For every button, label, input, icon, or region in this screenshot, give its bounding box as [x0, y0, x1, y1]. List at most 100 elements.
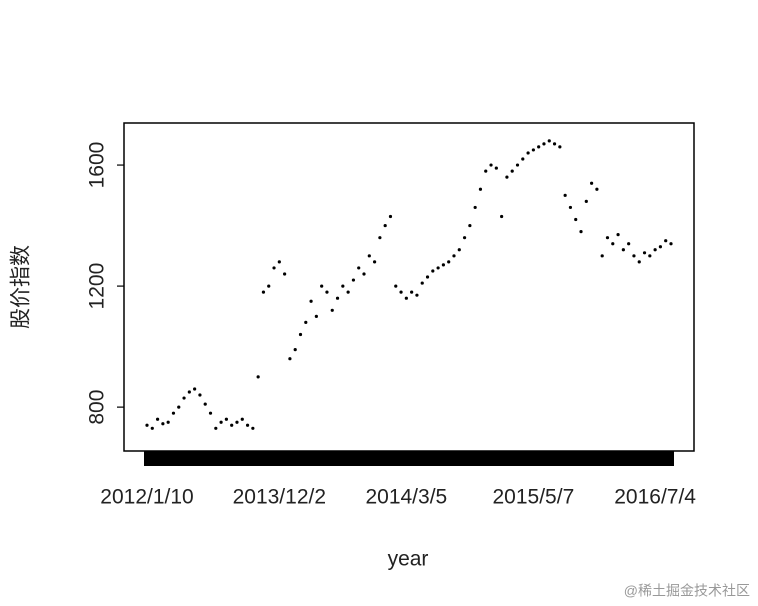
point: [621, 248, 625, 252]
point: [468, 223, 472, 228]
point: [267, 284, 271, 288]
point: [171, 411, 176, 415]
point: [425, 275, 430, 279]
point: [563, 193, 567, 197]
point: [357, 266, 361, 270]
point: [447, 260, 451, 264]
point: [642, 251, 647, 255]
point: [325, 290, 329, 294]
point: [166, 420, 170, 424]
x-tick-label: 2012/1/10: [100, 486, 193, 509]
point: [293, 348, 297, 352]
x-tick-label: 2014/3/5: [365, 486, 447, 509]
point: [531, 148, 535, 152]
point: [595, 187, 599, 191]
point: [436, 266, 440, 270]
point: [558, 145, 562, 149]
y-axis-label: 股价指数: [10, 245, 33, 329]
point: [579, 230, 583, 234]
point: [208, 411, 213, 415]
point: [584, 199, 588, 203]
point: [489, 163, 493, 167]
point: [664, 239, 668, 243]
point: [320, 284, 324, 288]
point: [574, 217, 578, 222]
x-tick-label: 2016/7/4: [614, 486, 696, 509]
point: [653, 248, 657, 252]
point: [494, 166, 498, 170]
point: [150, 426, 154, 430]
y-tick-label: 1600: [86, 142, 109, 189]
point: [314, 314, 318, 318]
watermark: @稀土掘金技术社区: [624, 583, 750, 599]
point: [616, 233, 620, 237]
x-axis-label: year: [388, 548, 429, 571]
point: [515, 163, 520, 167]
point: [605, 236, 610, 240]
point: [500, 214, 504, 219]
point: [568, 205, 573, 210]
point: [600, 254, 604, 258]
point: [198, 393, 202, 397]
point: [526, 151, 530, 155]
point: [351, 278, 356, 282]
point: [415, 293, 419, 297]
point: [521, 157, 525, 161]
point: [362, 272, 366, 276]
point: [388, 214, 393, 219]
point: [283, 272, 287, 276]
point: [462, 236, 467, 240]
x-tick-label: 2013/12/2: [233, 486, 326, 509]
point: [431, 269, 435, 273]
point: [346, 290, 350, 294]
point: [240, 417, 244, 421]
y-tick-label: 1200: [86, 263, 109, 310]
point: [219, 420, 223, 424]
point: [383, 223, 387, 228]
point: [372, 260, 377, 264]
point: [251, 426, 255, 430]
point: [452, 254, 456, 258]
point: [547, 139, 551, 143]
point: [298, 332, 303, 337]
point: [367, 254, 371, 258]
point: [394, 284, 398, 288]
point: [193, 387, 197, 391]
point: [378, 236, 382, 240]
point: [145, 423, 149, 427]
x-tick-label: 2015/5/7: [493, 486, 575, 509]
point: [478, 187, 483, 191]
point: [441, 263, 446, 267]
point: [161, 422, 165, 426]
point: [341, 284, 345, 288]
point: [155, 417, 160, 421]
point: [304, 320, 308, 325]
point: [288, 357, 292, 361]
point: [182, 396, 186, 400]
point: [627, 242, 631, 246]
point: [330, 308, 334, 312]
plot-frame: [123, 122, 695, 452]
point: [230, 423, 234, 427]
point: [637, 260, 641, 264]
point: [590, 181, 594, 185]
point: [235, 420, 239, 424]
point: [505, 175, 509, 179]
point: [224, 417, 228, 421]
point: [261, 290, 266, 294]
point: [473, 205, 477, 210]
point: [537, 145, 541, 149]
point: [177, 405, 181, 409]
point: [658, 245, 663, 249]
y-tick-label: 800: [86, 390, 109, 425]
point: [335, 296, 340, 300]
point: [510, 169, 514, 173]
point: [203, 402, 207, 406]
point: [410, 290, 414, 294]
point: [272, 266, 276, 270]
point: [245, 423, 250, 427]
point: [277, 260, 281, 264]
point: [420, 281, 424, 285]
point: [648, 254, 652, 258]
